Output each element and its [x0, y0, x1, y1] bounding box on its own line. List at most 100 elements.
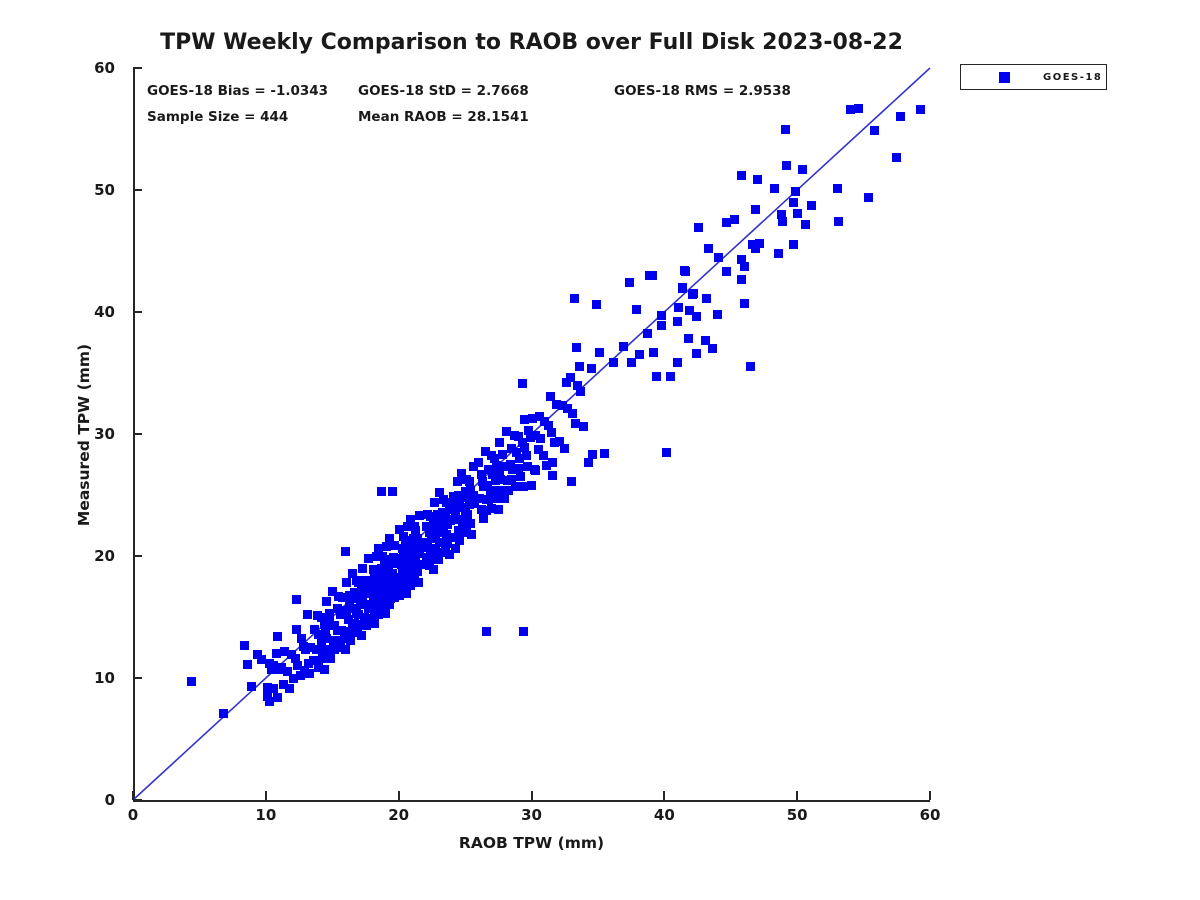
y-tick-label: 30 — [94, 425, 115, 443]
scatter-point — [501, 427, 511, 437]
scatter-point — [317, 635, 327, 645]
scatter-point — [476, 505, 486, 515]
scatter-point — [411, 557, 421, 567]
scatter-point — [600, 449, 610, 459]
scatter-point — [406, 514, 416, 524]
scatter-point — [360, 584, 370, 594]
scatter-point — [432, 518, 442, 528]
scatter-point — [335, 643, 345, 652]
scatter-point — [497, 485, 507, 495]
scatter-point — [406, 580, 416, 590]
scatter-point — [431, 546, 441, 556]
scatter-point — [301, 645, 311, 655]
scatter-point — [273, 632, 283, 642]
scatter-point — [792, 208, 802, 218]
scatter-point — [573, 380, 583, 390]
scatter-point — [449, 533, 459, 543]
scatter-point — [572, 342, 582, 352]
scatter-point — [186, 677, 196, 687]
scatter-point — [752, 174, 762, 184]
scatter-point — [484, 464, 494, 474]
scatter-point — [477, 477, 487, 487]
scatter-point — [631, 305, 641, 315]
scatter-point — [751, 205, 761, 215]
scatter-point — [479, 513, 489, 523]
scatter-point — [384, 600, 394, 610]
scatter-point — [714, 252, 724, 262]
scatter-point — [293, 661, 303, 671]
scatter-point — [666, 372, 676, 382]
scatter-point — [305, 668, 315, 678]
scatter-point — [492, 494, 502, 504]
scatter-point — [391, 575, 401, 585]
scatter-point — [448, 491, 458, 501]
scatter-point — [833, 217, 843, 227]
scatter-point — [548, 470, 558, 480]
x-tick-label: 20 — [388, 806, 410, 824]
scatter-point — [345, 599, 355, 609]
scatter-point — [530, 430, 540, 440]
scatter-point — [496, 474, 506, 484]
scatter-point — [736, 274, 746, 284]
scatter-point — [730, 214, 740, 224]
scatter-point — [422, 552, 432, 562]
scatter-point — [788, 240, 798, 250]
scatter-point — [519, 481, 529, 491]
scatter-point — [511, 481, 521, 491]
y-tick — [133, 67, 142, 69]
scatter-point — [689, 289, 699, 299]
scatter-point — [412, 534, 422, 544]
scatter-point — [339, 634, 349, 644]
scatter-point — [626, 357, 636, 367]
scatter-point — [673, 357, 683, 367]
scatter-point — [703, 244, 713, 254]
scatter-point — [330, 645, 340, 655]
scatter-point — [517, 438, 527, 448]
scatter-point — [438, 538, 447, 548]
scatter-point — [390, 540, 400, 550]
scatter-point — [832, 184, 842, 194]
scatter-point — [435, 488, 445, 498]
scatter-point — [525, 433, 535, 443]
scatter-point — [387, 486, 397, 496]
scatter-point — [469, 499, 479, 509]
scatter-point — [722, 218, 732, 228]
scatter-point — [453, 490, 463, 500]
scatter-point — [578, 422, 588, 432]
scatter-point — [625, 278, 635, 288]
scatter-point — [315, 645, 325, 655]
scatter-point — [739, 262, 749, 272]
y-tick — [133, 433, 142, 435]
x-tick — [264, 791, 267, 800]
scatter-point — [415, 511, 425, 521]
scatter-point — [673, 317, 683, 327]
scatter-point — [778, 217, 788, 227]
scatter-point — [414, 540, 424, 550]
scatter-point — [374, 610, 384, 620]
scatter-point — [568, 408, 578, 418]
scatter-point — [240, 640, 250, 650]
x-tick — [663, 791, 666, 800]
x-tick — [929, 791, 931, 800]
legend-marker-square — [999, 71, 1010, 83]
scatter-point — [588, 450, 598, 460]
scatter-point — [916, 104, 926, 114]
scatter-point — [674, 302, 684, 312]
scatter-point — [380, 608, 390, 618]
scatter-point — [746, 362, 756, 372]
y-tick — [133, 555, 142, 557]
scatter-point — [289, 673, 299, 683]
scatter-point — [432, 510, 442, 520]
stat-std: GOES-18 StD = 2.7668 — [358, 83, 529, 99]
scatter-point — [438, 507, 447, 517]
scatter-point — [350, 618, 360, 628]
scatter-point — [362, 621, 372, 631]
scatter-point — [755, 239, 765, 249]
stat-bias: GOES-18 Bias = -1.0343 — [147, 83, 329, 99]
scatter-point — [444, 550, 454, 560]
scatter-point — [359, 612, 369, 622]
scatter-point — [291, 624, 301, 634]
scatter-point — [338, 592, 348, 602]
y-tick — [133, 189, 142, 191]
scatter-point — [327, 586, 337, 596]
